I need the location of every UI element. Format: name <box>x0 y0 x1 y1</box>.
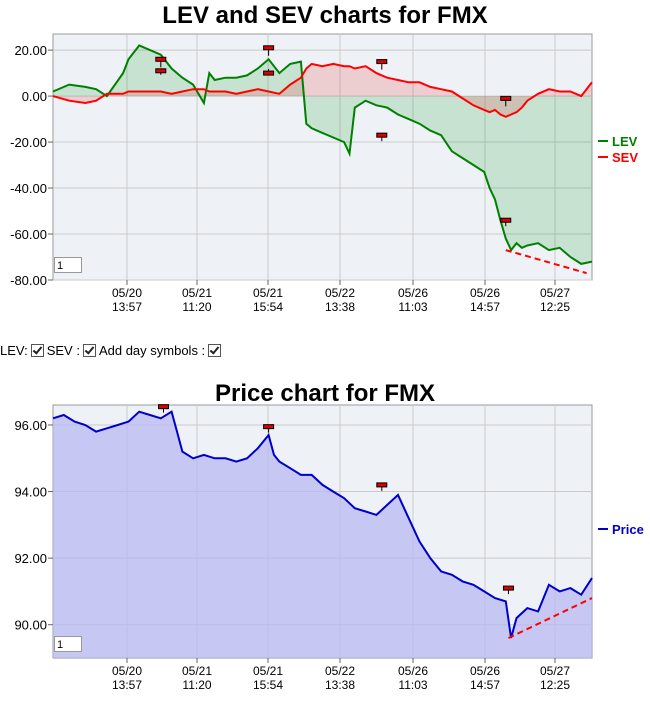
day-marker <box>500 95 512 101</box>
x-tick-date: 05/26 <box>398 286 428 300</box>
x-tick-date: 05/27 <box>540 664 570 678</box>
x-tick-date: 05/22 <box>325 286 355 300</box>
x-tick-time: 11:20 <box>182 678 211 692</box>
legend-label-sev: SEV <box>612 150 638 165</box>
series-line-price <box>52 410 593 639</box>
x-tick-time: 11:20 <box>182 300 211 314</box>
x-tick-time: 13:57 <box>112 678 142 692</box>
lev-sev-chart-title: LEV and SEV charts for FMX <box>162 2 488 29</box>
day-marker <box>502 585 514 591</box>
x-tick-time: 15:54 <box>253 300 283 314</box>
plot-area <box>52 404 593 659</box>
y-tick-label: 90.00 <box>14 618 47 633</box>
x-tick-date: 05/26 <box>470 664 500 678</box>
x-tick-time: 14:57 <box>470 300 500 314</box>
x-tick-date: 05/21 <box>253 286 283 300</box>
y-tick-label: -60.00 <box>10 227 47 242</box>
day-marker <box>263 424 275 430</box>
y-tick-label: -20.00 <box>10 135 47 150</box>
x-tick-date: 05/26 <box>470 286 500 300</box>
day-marker <box>155 68 167 74</box>
x-tick-time: 12:25 <box>540 678 570 692</box>
x-tick-date: 05/21 <box>253 664 283 678</box>
day-marker <box>376 482 388 488</box>
y-tick-label: 94.00 <box>14 485 47 500</box>
day-marker <box>263 45 275 51</box>
series-fill-sev <box>53 63 592 117</box>
x-tick-date: 05/20 <box>112 286 142 300</box>
legend-label-price: Price <box>612 522 644 537</box>
lev-sev-chart[interactable]: 20.000.00-20.00-40.00-60.00-80.0005/2013… <box>0 0 650 320</box>
x-tick-date: 05/21 <box>182 286 212 300</box>
series-fill-price <box>53 411 592 658</box>
day-symbols-checkbox[interactable] <box>208 344 222 357</box>
price-zoom-input[interactable]: 1 <box>54 636 82 652</box>
day-symbols-label: Add day symbols : <box>98 343 206 358</box>
x-tick-time: 13:38 <box>325 300 355 314</box>
y-tick-label: 92.00 <box>14 551 47 566</box>
lev-toggle-label: LEV: <box>0 343 28 358</box>
lev-sev-zoom-input[interactable]: 1 <box>54 257 82 273</box>
day-marker <box>500 217 512 223</box>
x-tick-time: 11:03 <box>398 300 427 314</box>
x-tick-time: 13:57 <box>112 300 142 314</box>
chart-controls: LEV: SEV : Add day symbols : <box>0 343 224 358</box>
x-tick-date: 05/22 <box>325 664 355 678</box>
x-tick-time: 12:25 <box>540 300 570 314</box>
x-tick-date: 05/20 <box>112 664 142 678</box>
lev-checkbox[interactable] <box>30 344 44 357</box>
plot-area <box>52 33 593 281</box>
day-marker <box>155 56 167 62</box>
x-tick-date: 05/21 <box>182 664 212 678</box>
x-tick-date: 05/26 <box>398 664 428 678</box>
day-marker <box>263 70 275 76</box>
x-tick-time: 11:03 <box>398 678 427 692</box>
series-line-sev <box>52 62 593 118</box>
y-tick-label: 96.00 <box>14 418 47 433</box>
trend-line <box>505 249 587 275</box>
sev-toggle-label: SEV : <box>46 343 80 358</box>
x-tick-time: 13:38 <box>325 678 355 692</box>
price-chart-title: Price chart for FMX <box>214 380 436 407</box>
day-marker <box>376 132 388 138</box>
legend-label-lev: LEV <box>612 134 638 149</box>
y-tick-label: -40.00 <box>10 181 47 196</box>
trend-line <box>508 597 593 639</box>
x-tick-date: 05/27 <box>540 286 570 300</box>
y-tick-label: 0.00 <box>22 89 47 104</box>
x-tick-time: 15:54 <box>253 678 283 692</box>
sev-checkbox[interactable] <box>82 344 96 357</box>
y-tick-label: -80.00 <box>10 273 47 288</box>
day-marker <box>376 59 388 65</box>
y-tick-label: 20.00 <box>14 43 47 58</box>
series-fill-lev <box>53 45 592 264</box>
x-tick-time: 14:57 <box>470 678 500 692</box>
